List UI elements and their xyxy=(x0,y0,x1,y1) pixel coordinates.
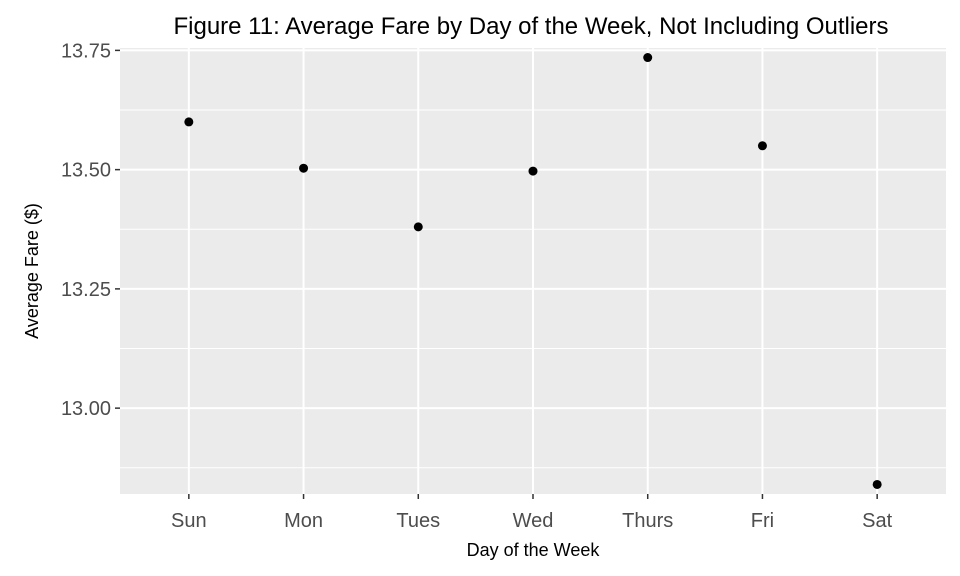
x-axis-title: Day of the Week xyxy=(467,540,601,560)
y-tick-label: 13.50 xyxy=(61,160,111,182)
data-point xyxy=(872,479,882,489)
y-tick-label: 13.00 xyxy=(61,398,111,420)
x-tick-labels: Sun Mon Tues Wed Thurs Fri Sat xyxy=(171,510,893,532)
y-tick-label: 13.75 xyxy=(61,40,111,62)
y-tick-label: 13.25 xyxy=(61,279,111,301)
data-point xyxy=(643,53,653,63)
x-tick-label: Wed xyxy=(513,510,554,532)
data-points xyxy=(184,53,882,489)
data-point xyxy=(184,117,194,127)
x-tick-label: Sat xyxy=(862,510,892,532)
data-point xyxy=(299,163,309,173)
y-axis-title: Average Fare ($) xyxy=(22,203,42,339)
y-tick-labels: 13.00 13.25 13.50 13.75 xyxy=(61,40,111,420)
x-tick-label: Thurs xyxy=(622,510,673,532)
x-tick-label: Tues xyxy=(396,510,440,532)
x-tick-label: Mon xyxy=(284,510,323,532)
data-point xyxy=(757,141,767,151)
axis-ticks xyxy=(115,49,878,499)
chart-title: Figure 11: Average Fare by Day of the We… xyxy=(173,13,888,40)
x-tick-label: Fri xyxy=(751,510,774,532)
data-point xyxy=(413,222,423,232)
x-tick-label: Sun xyxy=(171,510,207,532)
data-point xyxy=(528,166,538,176)
